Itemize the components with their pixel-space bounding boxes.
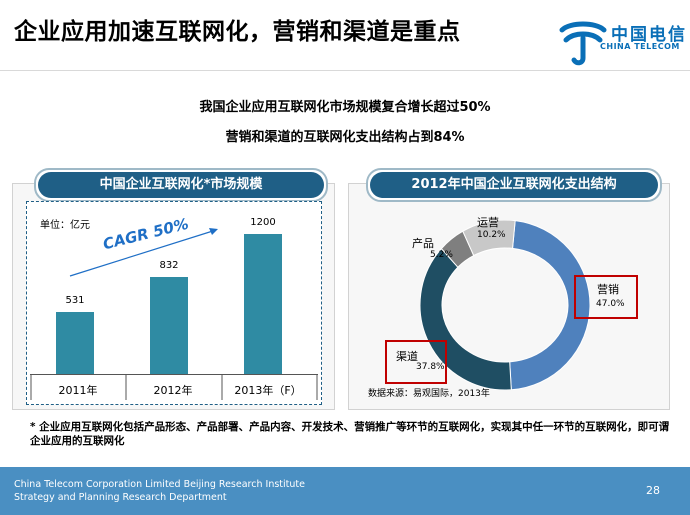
logo-cn-text: 中国电信 <box>611 25 687 45</box>
bar-2013 <box>244 234 282 374</box>
donut-chart <box>420 220 590 390</box>
x-tick-2012: 2012年 <box>153 384 193 397</box>
slice-pct-operation: 10.2% <box>477 230 506 240</box>
x-tick-2013: 2013年（F） <box>234 384 302 397</box>
left-panel-title: 中国企业互联网化*市场规模 <box>38 172 324 198</box>
slice-label-product: 产品 <box>412 237 434 250</box>
data-source: 数据来源：易观国际，2013年 <box>368 389 490 399</box>
page-number: 28 <box>646 484 660 497</box>
x-axis-ticks <box>30 374 318 400</box>
slice-label-operation: 运营 <box>477 216 499 229</box>
cagr-arrow-icon <box>69 228 218 277</box>
footer-line-2: Strategy and Planning Research Departmen… <box>14 492 227 503</box>
title-divider <box>0 70 690 71</box>
china-telecom-logo-icon <box>559 21 607 66</box>
slice-label-channel: 渠道 <box>396 350 418 363</box>
logo-en-text: CHINA TELECOM <box>600 42 680 51</box>
x-axis-line <box>30 374 318 375</box>
channel-callout-box <box>385 340 447 384</box>
unit-label: 单位：亿元 <box>40 220 90 231</box>
bar-value-2012: 832 <box>159 259 179 271</box>
right-panel-header: 2012年中国企业互联网化支出结构 <box>366 168 662 202</box>
left-panel-header: 中国企业互联网化*市场规模 <box>34 168 328 202</box>
bar-2011 <box>56 312 94 374</box>
bar-value-2011: 531 <box>65 295 85 307</box>
footnote: * 企业应用互联网化包括产品形态、产品部署、产品内容、开发技术、营销推广等环节的… <box>30 421 670 447</box>
subtitle-line-1: 我国企业应用互联网化市场规模复合增长超过50% <box>199 100 491 115</box>
footer-line-1: China Telecom Corporation Limited Beijin… <box>14 479 305 490</box>
right-panel-title: 2012年中国企业互联网化支出结构 <box>370 172 658 198</box>
slice-pct-product: 5.2% <box>430 250 453 260</box>
footer-text: China Telecom Corporation Limited Beijin… <box>14 478 305 504</box>
slice-pct-channel: 37.8% <box>416 362 445 372</box>
donut-slice-operation <box>462 220 516 257</box>
x-tick-2011: 2011年 <box>58 384 98 397</box>
bar-2012 <box>150 276 188 374</box>
footer-bar <box>0 467 690 515</box>
slide-title: 企业应用加速互联网化，营销和渠道是重点 <box>14 19 461 45</box>
subtitle-line-2: 营销和渠道的互联网化支出结构占到84% <box>225 130 465 145</box>
slice-label-marketing: 营销 <box>597 283 619 296</box>
slice-pct-marketing: 47.0% <box>596 299 625 309</box>
bar-value-2013: 1200 <box>250 217 276 228</box>
marketing-callout-box <box>574 275 638 319</box>
